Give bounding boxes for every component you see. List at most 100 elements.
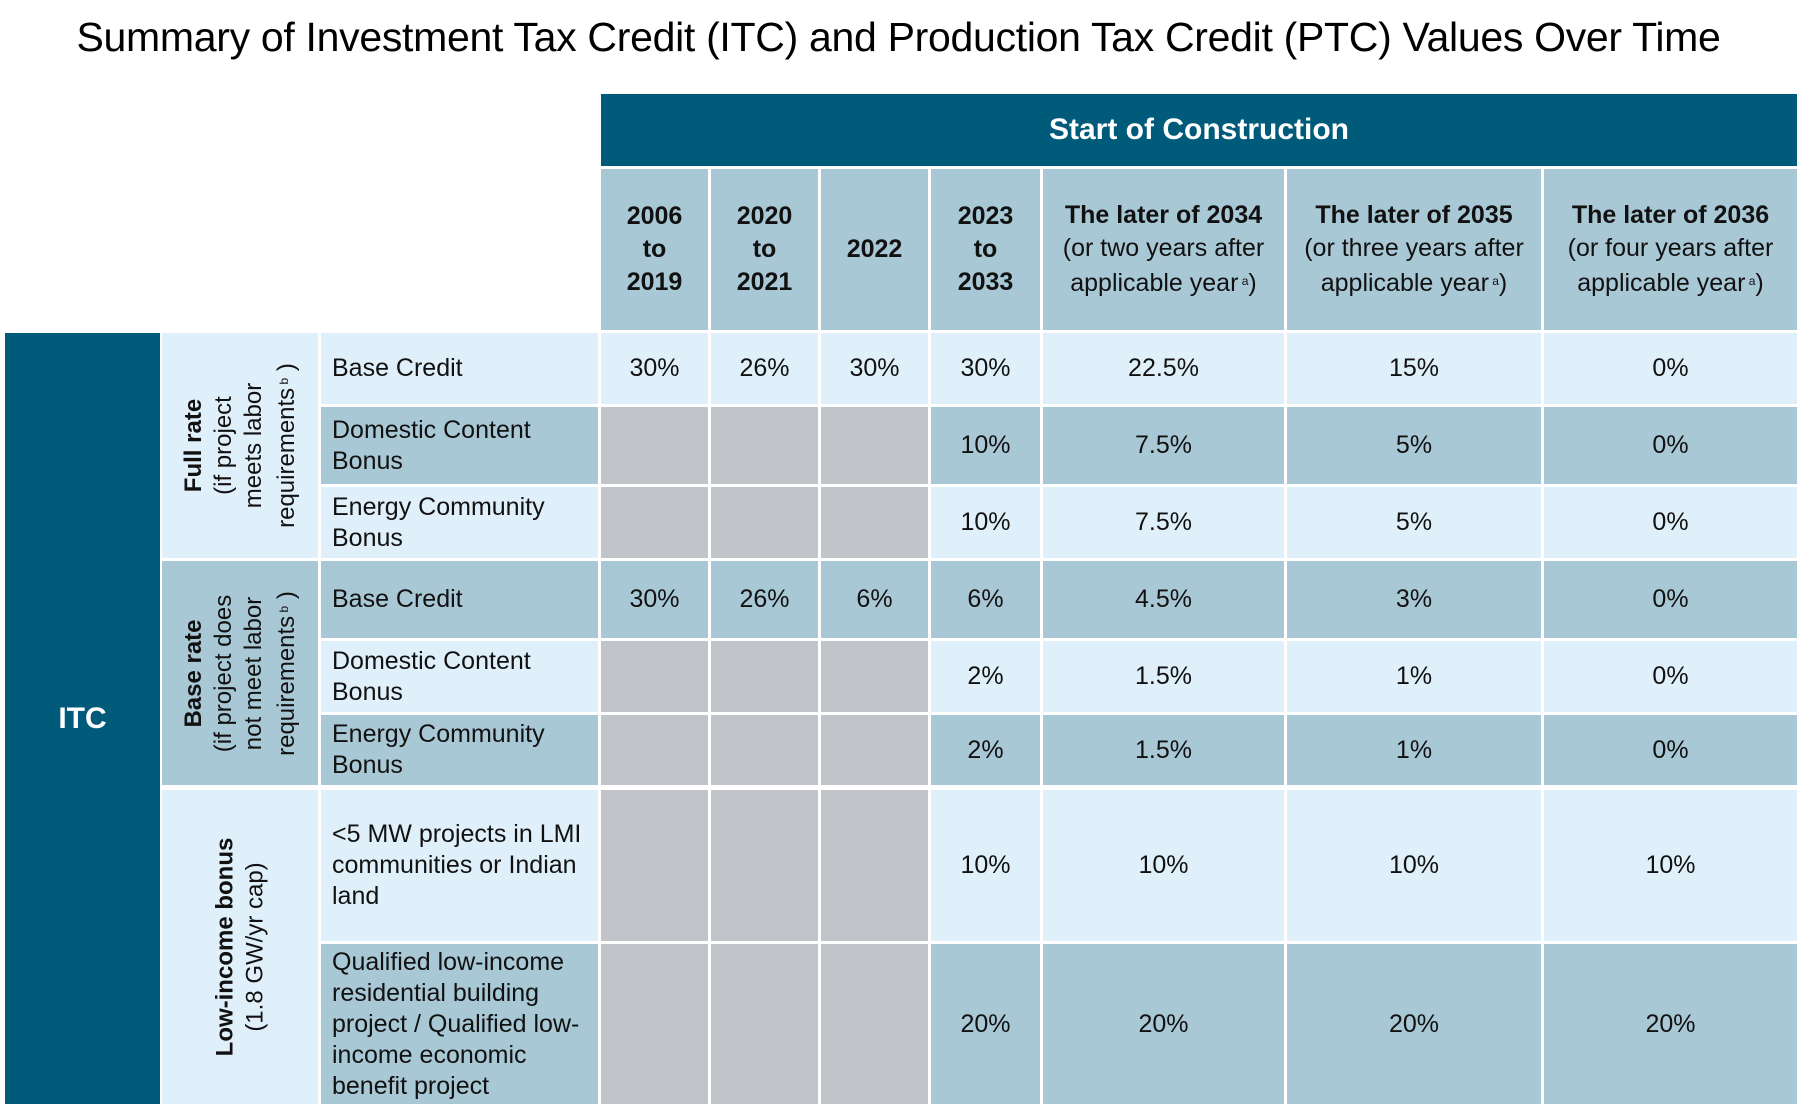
column-header-line-text: to [752, 235, 777, 263]
group-subtitle-line: meets labor [239, 363, 269, 528]
row-label: <5 MW projects in LMI communities or Ind… [321, 790, 598, 941]
group-label-text: Full rate (if project meets labor requireme… [179, 363, 302, 528]
value-cell: 1% [1287, 715, 1541, 785]
not-applicable-cell [601, 944, 708, 1104]
value-text: 10% [1645, 851, 1696, 879]
column-header-line-text: (or two years after [1062, 234, 1265, 262]
value-cell: 6% [931, 561, 1040, 638]
value-cell: 10% [931, 407, 1040, 484]
column-header-line-text: applicable year [1320, 269, 1489, 297]
group-subtitle-line: requirements b ) [269, 591, 302, 756]
column-header-text: The later of 2035 (or three years after ap… [1304, 199, 1524, 300]
column-header-6: The later of 2036 (or four years after app… [1544, 169, 1797, 330]
column-header-line: The later of 2035 [1304, 199, 1524, 232]
value-cell: 10% [1043, 790, 1284, 941]
row-label-text: <5 MW projects in LMI communities or Ind… [332, 820, 582, 910]
column-header-line-text: (or four years after [1567, 234, 1774, 262]
section-label-itc: ITC [5, 333, 160, 1104]
column-header-line: applicable year a) [1063, 265, 1264, 300]
group-label-text: Base rate (if project does not meet labor r… [179, 591, 302, 756]
column-header-line: 2033 [958, 266, 1014, 299]
value-text: 30% [849, 354, 900, 382]
section-label-text: ITC [58, 701, 107, 735]
value-text: 15% [1388, 354, 1440, 382]
column-header-line-text: The later of 2035 [1315, 201, 1513, 229]
column-header-line: 2021 [737, 266, 793, 299]
row-label: Base Credit [321, 333, 598, 404]
not-applicable-cell [601, 407, 708, 484]
not-applicable-cell [821, 790, 928, 941]
row-label-text: Energy Community Bonus [332, 492, 545, 552]
column-header-line-text: 2033 [957, 268, 1014, 296]
paren: ) [1248, 269, 1257, 297]
group-label-1: Base rate (if project does not meet labor r… [162, 561, 318, 785]
column-header-line-text: 2022 [846, 235, 903, 263]
not-applicable-cell [821, 641, 928, 712]
value-cell: 20% [1544, 944, 1797, 1104]
column-header-line-text: The later of 2036 [1571, 201, 1770, 229]
column-header-5: The later of 2035 (or three years after ap… [1287, 169, 1541, 330]
value-cell: 20% [1043, 944, 1284, 1104]
group-label-2: Low-income bonus (1.8 GW/yr cap) [162, 790, 318, 1104]
row-label: Qualified low-income residential buildin… [321, 944, 598, 1104]
group-subtitle-text: meets labor [239, 382, 267, 509]
footnote-marker: a [1238, 274, 1249, 288]
group-subtitle-text: requirements [272, 615, 300, 756]
paren: ) [1498, 269, 1508, 297]
paren: ) [1755, 269, 1764, 297]
value-cell: 30% [601, 561, 708, 638]
column-header-line: (or four years after [1568, 232, 1774, 265]
column-header-line-text: (or three years after [1304, 234, 1524, 262]
group-subtitle-text: (if project [209, 396, 237, 495]
value-text: 10% [960, 851, 1011, 879]
column-header-text: 2006 to 2019 [627, 200, 683, 299]
group-subtitle-line: (if project [209, 363, 239, 528]
column-header-line: 2022 [847, 233, 903, 266]
value-text: 10% [960, 431, 1011, 459]
not-applicable-cell [711, 790, 818, 941]
value-text: 0% [1652, 354, 1689, 382]
footnote-marker: b [276, 605, 291, 616]
value-cell: 30% [601, 333, 708, 404]
page-title: Summary of Investment Tax Credit (ITC) a… [76, 14, 1721, 60]
value-text: 1% [1395, 662, 1433, 690]
value-text: 22.5% [1128, 354, 1199, 382]
column-header-text: The later of 2034 (or two years after appl… [1063, 199, 1264, 300]
row-label: Energy Community Bonus [321, 487, 598, 558]
column-header-line: to [958, 233, 1014, 266]
not-applicable-cell [821, 407, 928, 484]
value-text: 4.5% [1135, 585, 1192, 613]
row-label-text: Base Credit [332, 585, 463, 613]
column-header-line-text: applicable year [1577, 269, 1746, 297]
value-text: 30% [629, 585, 680, 613]
group-title: Low-income bonus [211, 837, 239, 1057]
row-label-text: Energy Community Bonus [332, 720, 545, 779]
row-label: Energy Community Bonus [321, 715, 598, 785]
value-cell: 1.5% [1043, 641, 1284, 712]
value-text: 2% [967, 735, 1004, 764]
value-text: 26% [739, 354, 790, 382]
value-cell: 20% [1287, 944, 1541, 1104]
column-header-line-text: applicable year [1070, 269, 1239, 297]
value-cell: 7.5% [1043, 487, 1284, 558]
header-start-of-construction: Start of Construction [601, 94, 1797, 166]
group-subtitle-line: not meet labor [239, 591, 269, 756]
value-cell: 26% [711, 333, 818, 404]
group-subtitle-line: requirements b ) [269, 363, 302, 528]
column-header-text: 2020 to 2021 [737, 200, 793, 299]
column-header-line: 2006 [627, 200, 683, 233]
row-label-text: Domestic Content Bonus [332, 646, 531, 706]
not-applicable-cell [601, 790, 708, 941]
not-applicable-cell [711, 407, 818, 484]
value-text: 0% [1652, 431, 1689, 459]
group-subtitle-text: not meet labor [239, 596, 267, 750]
column-header-line: to [737, 233, 793, 266]
value-cell: 2% [931, 641, 1040, 712]
value-text: 20% [1645, 1009, 1696, 1038]
row-label: Domestic Content Bonus [321, 407, 598, 484]
group-subtitle-text: (if project does [209, 594, 237, 752]
not-applicable-cell [711, 487, 818, 558]
value-cell: 0% [1544, 407, 1797, 484]
not-applicable-cell [711, 715, 818, 785]
value-cell: 7.5% [1043, 407, 1284, 484]
